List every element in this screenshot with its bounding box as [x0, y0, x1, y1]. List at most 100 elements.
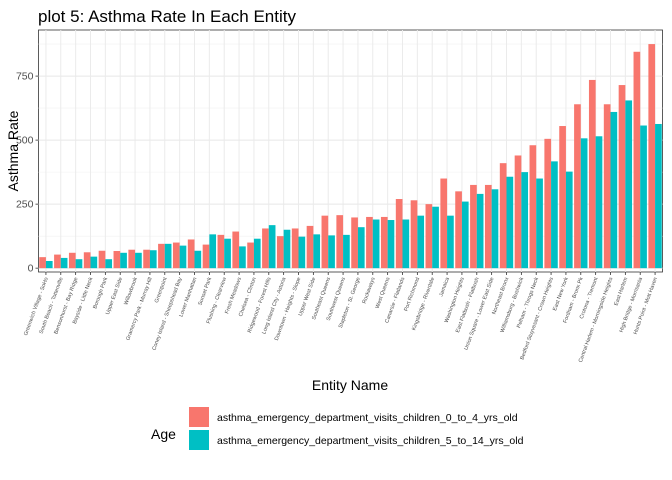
bar	[45, 260, 53, 269]
x-tick-label: Sunset Park	[198, 276, 214, 306]
bar	[105, 259, 113, 269]
bar	[491, 189, 499, 269]
x-tick-label: Willowbrook	[123, 276, 139, 306]
bar	[253, 238, 261, 269]
bar	[298, 236, 306, 269]
bar	[574, 104, 581, 269]
bar	[580, 138, 588, 269]
bar	[529, 145, 537, 269]
bar	[276, 236, 284, 269]
bar	[224, 238, 231, 269]
bar	[618, 85, 626, 269]
bar	[291, 228, 299, 269]
bar	[194, 250, 202, 269]
bar	[164, 243, 172, 269]
bar	[425, 204, 433, 269]
x-tick-label: Borough Park	[92, 276, 109, 309]
bar	[209, 234, 217, 269]
bar	[640, 125, 647, 269]
bar	[544, 138, 552, 269]
bar	[336, 215, 344, 269]
bar	[120, 252, 127, 269]
bar	[470, 184, 477, 269]
bar	[262, 228, 269, 269]
y-tick-label: 250	[16, 199, 34, 211]
bar	[402, 219, 410, 269]
bar	[343, 234, 350, 269]
y-tick-label: 750	[16, 71, 34, 83]
bar	[484, 184, 492, 269]
bar	[75, 259, 83, 269]
bar	[536, 178, 543, 269]
bar	[60, 257, 68, 269]
bar	[648, 44, 656, 269]
bar	[135, 252, 142, 269]
bar	[90, 256, 98, 269]
bar	[217, 234, 225, 269]
bar	[417, 215, 425, 269]
bar	[521, 172, 529, 269]
legend-swatch-5-14	[189, 430, 209, 450]
bar	[351, 217, 358, 269]
x-axis-title: Entity Name	[312, 377, 388, 393]
bar	[595, 136, 603, 269]
bar	[476, 193, 484, 269]
bar	[380, 216, 388, 269]
x-tick-label: West Queens	[375, 276, 392, 309]
bar	[506, 176, 514, 269]
bar	[366, 216, 373, 269]
bar	[283, 229, 291, 269]
bar	[179, 245, 187, 269]
bar	[559, 126, 566, 269]
bar	[565, 171, 573, 269]
bar	[83, 252, 91, 269]
x-tick-label: Jamaica	[438, 277, 451, 298]
bar	[551, 161, 558, 269]
bar	[113, 251, 121, 269]
bar	[158, 243, 165, 269]
bar	[395, 199, 403, 269]
bar	[440, 178, 448, 269]
bar	[202, 244, 210, 269]
x-tick-label: Rockaways	[362, 276, 377, 304]
bar	[54, 254, 61, 269]
bar	[98, 250, 106, 269]
bar	[432, 206, 439, 269]
bar	[313, 234, 321, 269]
bar	[372, 219, 380, 269]
bar	[39, 257, 46, 269]
bar	[149, 250, 157, 269]
bar	[461, 201, 469, 269]
chart-title: plot 5: Asthma Rate In Each Entity	[38, 7, 296, 26]
bar	[239, 246, 246, 269]
bar	[633, 51, 641, 269]
legend-title: Age	[151, 426, 176, 442]
bar	[655, 123, 662, 269]
bar	[603, 104, 611, 269]
bar	[143, 249, 150, 269]
legend: Age asthma_emergency_department_visits_c…	[151, 407, 524, 450]
y-tick-label: 500	[16, 135, 34, 147]
x-tick-label: East Harlem	[613, 276, 629, 306]
bar	[410, 200, 418, 269]
bar	[268, 225, 276, 269]
bar	[447, 215, 454, 269]
bar	[321, 215, 329, 269]
bar	[232, 231, 240, 269]
bar	[172, 242, 180, 269]
bar	[610, 111, 618, 269]
bar	[306, 225, 314, 269]
plot-panel	[38, 29, 663, 273]
bar	[588, 79, 596, 269]
bar	[247, 242, 254, 269]
bar	[357, 227, 365, 269]
legend-label-5-14: asthma_emergency_department_visits_child…	[217, 435, 524, 447]
bar	[625, 100, 633, 269]
bar-layer	[39, 44, 662, 269]
bar	[128, 249, 136, 269]
bar	[68, 252, 76, 269]
x-tick-label: Upper East Side	[105, 277, 124, 316]
y-tick-label: 0	[28, 263, 34, 275]
bar	[328, 235, 335, 269]
